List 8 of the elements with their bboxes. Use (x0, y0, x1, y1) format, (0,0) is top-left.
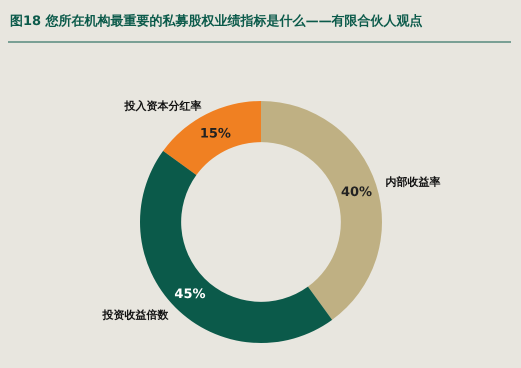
slice-label: 投资收益倍数 (101, 308, 170, 322)
chart-title: 图18 您所在机构最重要的私募股权业绩指标是什么——有限合伙人观点 (10, 13, 423, 29)
data-label: 40% (340, 184, 372, 200)
data-label: 15% (200, 126, 231, 142)
slice-label: 内部收益率 (386, 176, 441, 189)
data-label: 45% (174, 287, 206, 302)
donut-slice (261, 101, 382, 320)
slice-label: 投入资本分红率 (124, 99, 202, 112)
